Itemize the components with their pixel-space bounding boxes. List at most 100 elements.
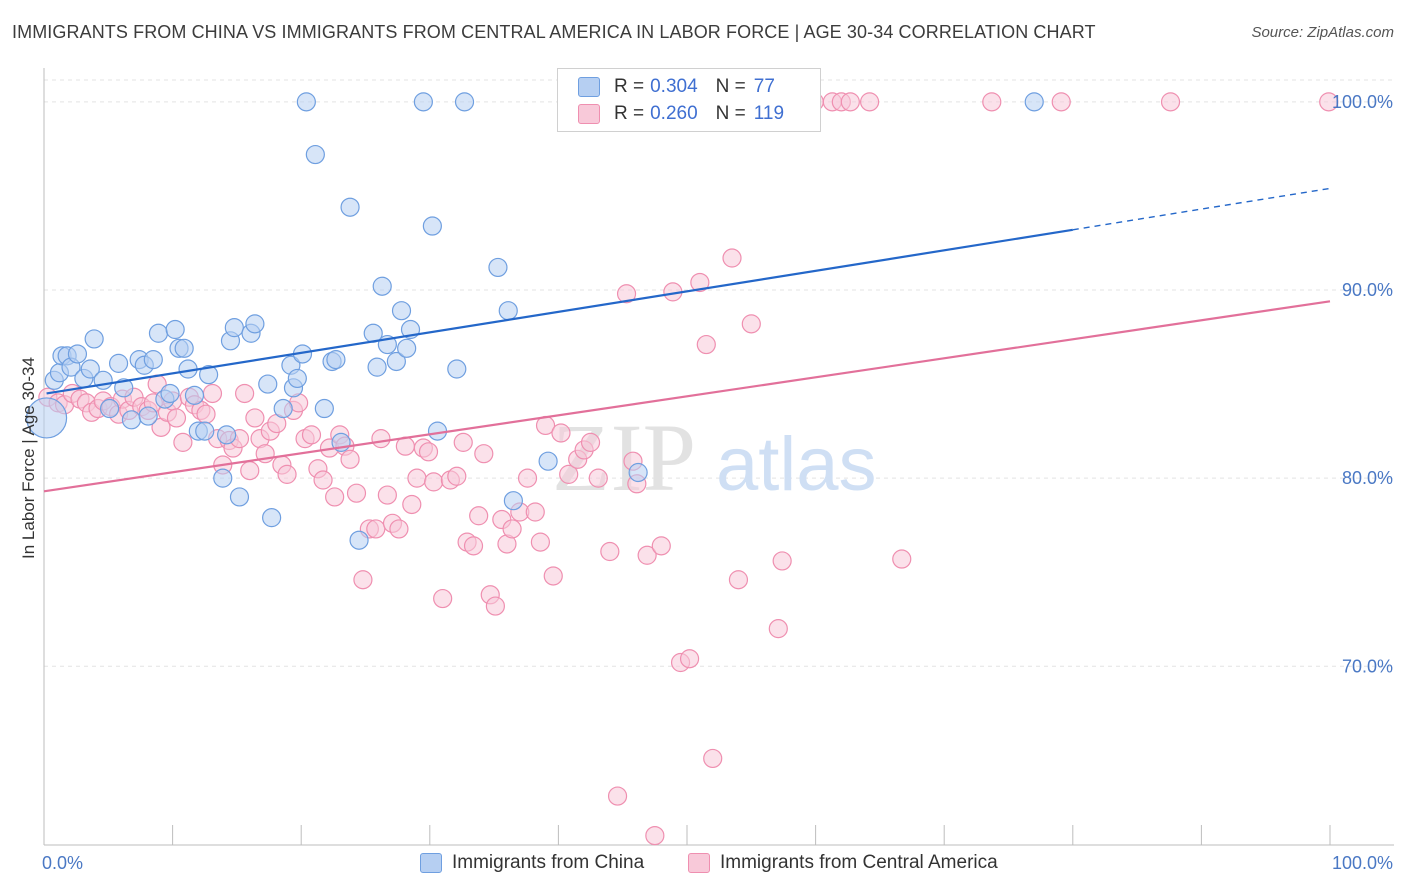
- china-point: [422, 216, 442, 236]
- legend-n-label: N =: [715, 103, 746, 124]
- central-america-point: [696, 334, 716, 355]
- china-point: [287, 368, 307, 389]
- central-america-point: [235, 383, 255, 404]
- china-point: [174, 338, 194, 358]
- legend-row-china: R = 0.304 N = 77: [578, 75, 775, 99]
- china-point: [273, 398, 293, 419]
- central-america-point: [202, 383, 223, 404]
- central-america-point: [607, 786, 628, 806]
- china-point: [296, 92, 316, 112]
- central-america-point: [728, 570, 749, 590]
- central-america-point: [240, 461, 260, 481]
- china-point: [121, 410, 142, 430]
- china-point: [305, 144, 325, 165]
- central-america-point: [469, 506, 489, 526]
- central-america-point: [530, 532, 550, 552]
- correlation-legend: R = 0.304 N = 77 R = 0.260 N = 119: [557, 68, 821, 132]
- china-point: [498, 301, 518, 321]
- china-point: [258, 374, 278, 394]
- legend-label-central-america: Immigrants from Central America: [720, 852, 998, 873]
- central-america-point: [722, 248, 742, 268]
- central-america-point: [196, 404, 216, 424]
- central-america-point: [371, 429, 391, 449]
- central-america-point: [502, 519, 522, 539]
- china-point: [386, 351, 406, 372]
- china-point: [397, 338, 417, 358]
- axes: [43, 68, 1394, 846]
- y-axis-label: In Labor Force | Age 30-34: [19, 357, 38, 559]
- central-america-point: [772, 551, 792, 571]
- central-america-point: [645, 825, 665, 846]
- trend-lines: [43, 187, 1331, 493]
- watermark-atlas: atlas: [716, 422, 877, 507]
- china-point: [160, 383, 180, 404]
- legend-r-label: R =: [614, 76, 645, 97]
- china-swatch: [420, 853, 442, 873]
- china-point: [349, 530, 369, 550]
- central-america-point: [559, 464, 579, 484]
- central-america-point: [637, 545, 657, 565]
- gridlines: [44, 79, 1394, 667]
- x-tick-label: 100.0%: [1332, 853, 1393, 873]
- central-america-point: [325, 487, 345, 507]
- china-point: [199, 365, 219, 385]
- china-point: [25, 397, 68, 439]
- central-america-point: [301, 425, 322, 445]
- central-america-point: [543, 566, 563, 586]
- central-america-point: [353, 570, 373, 590]
- china-point: [224, 318, 244, 338]
- china-point: [143, 350, 163, 370]
- china-point: [262, 508, 282, 528]
- legend-item-china[interactable]: Immigrants from China: [420, 852, 644, 874]
- china-point: [165, 319, 185, 340]
- central-america-point: [407, 468, 427, 488]
- central-america-point: [1051, 92, 1071, 112]
- china-point: [628, 462, 648, 483]
- central-america-point: [245, 408, 265, 428]
- central-america-point: [447, 466, 467, 486]
- china-trend-line: [46, 228, 1073, 395]
- central-america-point: [525, 502, 545, 522]
- central-america-point: [840, 92, 860, 112]
- central-america-point: [679, 649, 700, 669]
- source-credit: Source: ZipAtlas.com: [1251, 24, 1394, 41]
- legend-r-label: R =: [614, 103, 645, 124]
- central-america-point: [474, 444, 494, 464]
- central-america-point: [346, 483, 367, 503]
- china-point: [326, 350, 346, 370]
- china-point: [80, 359, 100, 379]
- china-swatch: [578, 77, 600, 97]
- legend-item-central-america[interactable]: Immigrants from Central America: [688, 852, 998, 874]
- central-america-point: [377, 485, 397, 505]
- central-america-point: [340, 449, 360, 469]
- china-point: [314, 398, 334, 419]
- central-america-point: [517, 468, 538, 488]
- central-america-point: [580, 432, 601, 452]
- central-america-point: [703, 748, 723, 769]
- central-america-point: [651, 536, 671, 556]
- china-point: [217, 425, 237, 445]
- y-tick-label: 100.0%: [1332, 92, 1393, 112]
- central-america-point: [173, 432, 193, 452]
- legend-r-value: 0.304: [650, 76, 698, 97]
- central-america-point: [551, 423, 571, 443]
- china-point: [108, 353, 129, 373]
- zipatlas-watermark: ZIP atlas: [552, 404, 877, 511]
- y-tick-label: 80.0%: [1342, 468, 1393, 488]
- central-america-point: [389, 519, 409, 539]
- central-america-point: [982, 92, 1002, 112]
- china-point: [538, 451, 558, 471]
- legend-n-label: N =: [715, 76, 746, 97]
- tick-labels: 70.0% 80.0% 90.0% 100.0% 0.0% 100.0%: [42, 92, 1393, 873]
- legend-row-central-america: R = 0.260 N = 119: [578, 102, 784, 126]
- central-america-point: [860, 92, 880, 112]
- chart-title: IMMIGRANTS FROM CHINA VS IMMIGRANTS FROM…: [12, 22, 1096, 42]
- central-america-point: [418, 442, 439, 462]
- china-point: [138, 406, 158, 426]
- china-point: [245, 314, 265, 334]
- central-america-point: [313, 470, 333, 490]
- central-america-point: [453, 432, 473, 452]
- central-america-point: [366, 519, 386, 539]
- central-america-point: [424, 472, 444, 492]
